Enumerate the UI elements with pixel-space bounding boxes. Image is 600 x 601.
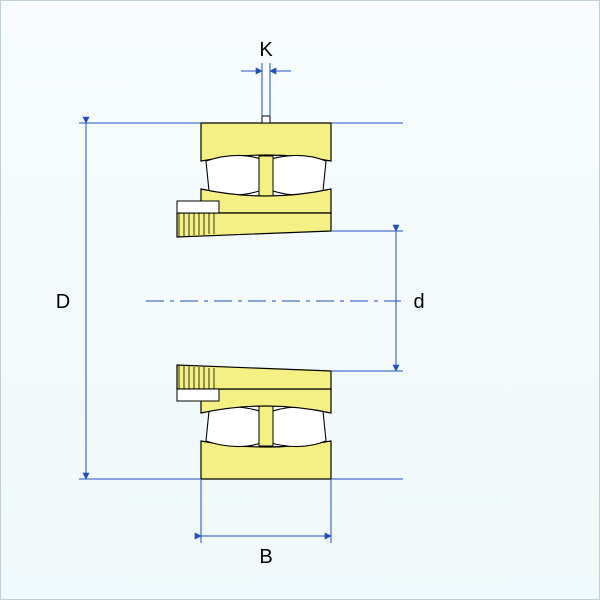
dimension-K — [241, 63, 291, 116]
bearing-bottom-section — [177, 365, 331, 479]
label-D: D — [56, 291, 70, 313]
bearing-top-section — [177, 116, 331, 237]
diagram-container: D d B K — [0, 0, 600, 600]
bearing-diagram: D d B K — [1, 1, 600, 601]
label-B: B — [259, 546, 272, 568]
label-d: d — [413, 291, 424, 313]
label-K: K — [259, 39, 273, 61]
dimension-B — [201, 479, 331, 543]
